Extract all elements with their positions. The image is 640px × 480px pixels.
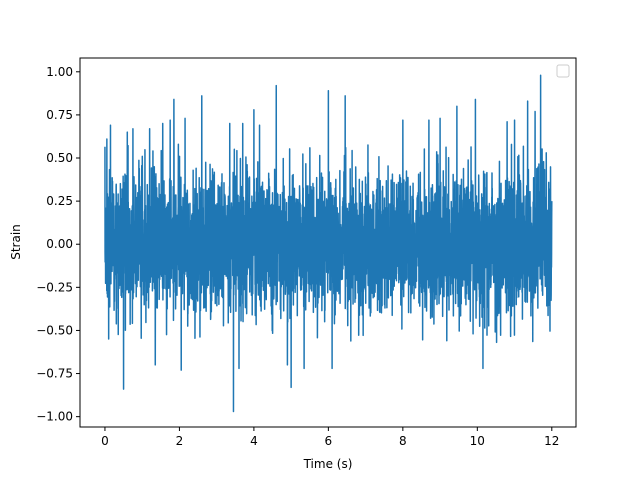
- y-axis-label: Strain: [9, 224, 23, 260]
- series-layer: [104, 74, 553, 413]
- y-tick-label: 1.00: [46, 65, 73, 79]
- x-tick-label: 8: [399, 434, 407, 448]
- y-tick-label: −0.25: [36, 280, 73, 294]
- legend-box: [556, 64, 570, 78]
- x-tick-label: 6: [325, 434, 333, 448]
- strain-series-line: [104, 74, 553, 413]
- y-tick-label: 0.75: [46, 108, 73, 122]
- y-tick-label: −0.75: [36, 367, 73, 381]
- y-tick-label: 0.00: [46, 237, 73, 251]
- x-tick-label: 2: [176, 434, 184, 448]
- x-tick-label: 0: [101, 434, 109, 448]
- y-axis-ticks: −1.00 −0.75 −0.50 −0.25 0.00 0.25 0.50 0.75 1.00: [36, 65, 80, 424]
- x-axis-ticks: 0 2 4 6 8 10 12: [101, 427, 559, 448]
- x-tick-label: 10: [470, 434, 485, 448]
- axes-frame: [79, 57, 577, 428]
- y-tick-label: 0.50: [46, 151, 73, 165]
- y-tick-label: −1.00: [36, 410, 73, 424]
- y-tick-label: 0.25: [46, 194, 73, 208]
- x-axis-label: Time (s): [303, 457, 353, 471]
- plot-area: 0 2 4 6 8 10 12 −1.00 −0.75 −0.50 −0.25 0.00 0.25 0.…: [36, 57, 577, 448]
- y-tick-label: −0.50: [36, 323, 73, 337]
- x-tick-label: 4: [250, 434, 258, 448]
- x-tick-label: 12: [544, 434, 559, 448]
